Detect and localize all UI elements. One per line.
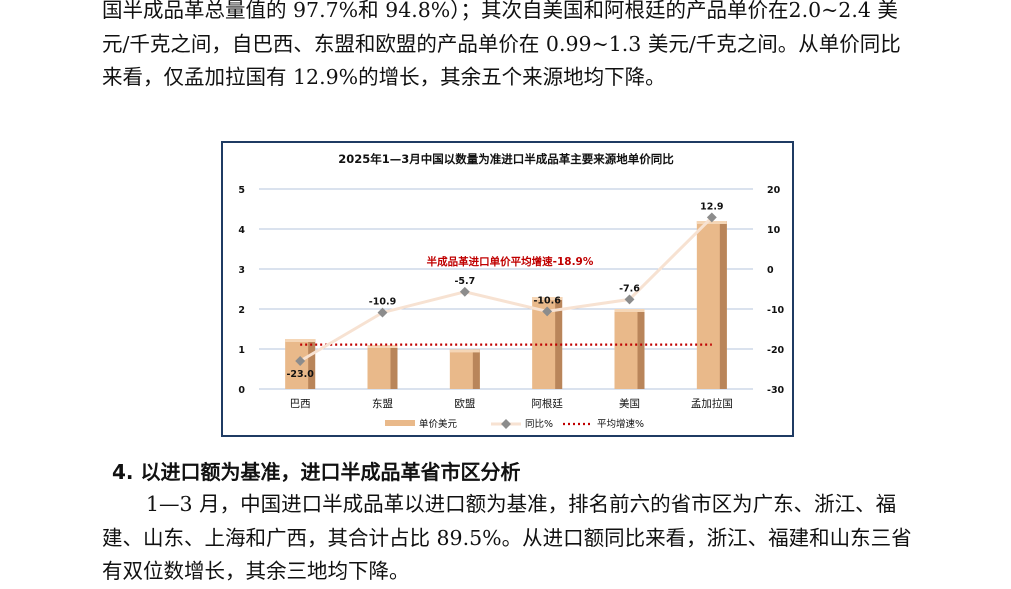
- y-right-tick-label: 20: [767, 185, 781, 196]
- legend-label: 同比%: [525, 418, 553, 430]
- x-tick-label: 孟加拉国: [691, 397, 733, 410]
- y-right-tick-label: -20: [767, 345, 785, 356]
- y-right-tick-label: -10: [767, 305, 785, 316]
- data-label: 12.9: [700, 201, 723, 212]
- data-label: -5.7: [454, 276, 475, 287]
- y-left-tick-label: 1: [238, 345, 245, 356]
- y-right-tick-label: 0: [767, 265, 774, 276]
- legend-swatch-marker: [501, 419, 511, 429]
- bar-shade: [308, 339, 316, 389]
- legend-label: 单价美元: [419, 418, 458, 430]
- section-heading: 4. 以进口额为基准，进口半成品革省市区分析: [112, 460, 521, 484]
- bar-top: [614, 309, 645, 312]
- data-label: -10.9: [369, 297, 396, 308]
- bar-top: [367, 345, 398, 348]
- data-label: -7.6: [619, 283, 640, 294]
- y-left-tick-label: 4: [238, 225, 245, 236]
- y-left-tick-label: 2: [238, 305, 245, 316]
- x-tick-label: 欧盟: [454, 398, 475, 410]
- x-tick-label: 东盟: [372, 397, 393, 410]
- paragraph-2: 1—3 月，中国进口半成品革以进口额为基准，排名前六的省市区为广东、浙江、福建、…: [102, 488, 914, 589]
- bar-top: [285, 339, 316, 342]
- paragraph-2-text: 1—3 月，中国进口半成品革以进口额为基准，排名前六的省市区为广东、浙江、福建、…: [102, 492, 912, 583]
- data-label: -23.0: [286, 369, 314, 380]
- yoy-marker: [459, 286, 470, 297]
- y-left-tick-label: 0: [238, 385, 245, 396]
- bar-top: [696, 221, 727, 224]
- yoy-line: [299, 216, 713, 363]
- y-right-tick-label: -30: [767, 385, 785, 396]
- x-tick-label: 阿根廷: [531, 397, 563, 410]
- x-tick-label: 巴西: [290, 398, 311, 410]
- unit-price-chart: 2025年1—3月中国以数量为准进口半成品革主要来源地单价同比 0 1 2 3 4 5 -30…: [238, 152, 785, 430]
- data-label: -10.6: [533, 295, 561, 306]
- average-annotation: 半成品革进口单价平均增速-18.9%: [427, 255, 594, 268]
- y-left-tick-label: 5: [238, 185, 245, 196]
- y-right-tick-label: 10: [767, 225, 781, 236]
- chart-title: 2025年1—3月中国以数量为准进口半成品革主要来源地单价同比: [338, 152, 674, 166]
- bar-shade: [390, 345, 398, 389]
- legend-swatch-bar: [385, 420, 415, 426]
- y-left-tick-label: 3: [238, 265, 245, 276]
- bar-shade: [719, 221, 727, 389]
- yoy-marker: [624, 294, 635, 305]
- bar-shade: [637, 309, 645, 389]
- x-tick-label: 美国: [619, 397, 640, 410]
- legend-label: 平均增速%: [597, 418, 644, 430]
- bar-shade: [555, 297, 563, 389]
- bar-shade: [472, 349, 480, 389]
- bar-top: [449, 349, 480, 353]
- bar-top: [532, 297, 563, 300]
- chart-panel: 2025年1—3月中国以数量为准进口半成品革主要来源地单价同比 0 1 2 3 4 5 -30…: [221, 141, 794, 437]
- paragraph-1: 国半成品革总量值的 97.7%和 94.8%）；其次自美国和阿根廷的产品单价在2…: [102, 0, 901, 89]
